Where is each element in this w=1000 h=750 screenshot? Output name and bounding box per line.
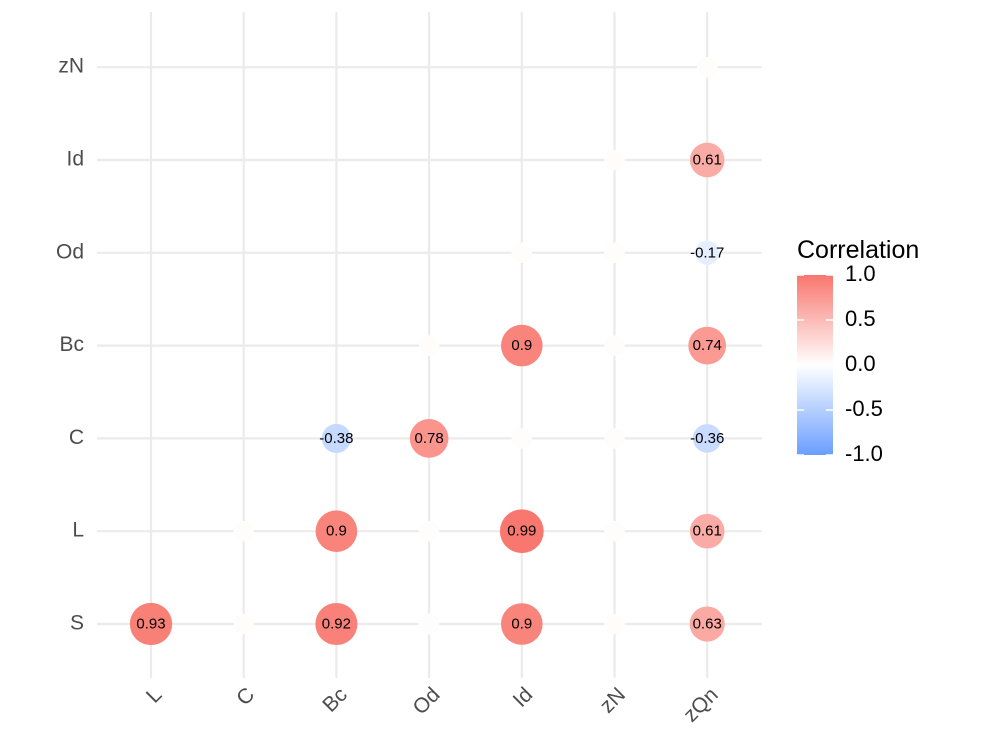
- x-tick-Od: Od: [408, 683, 444, 719]
- point-Bc-L: [315, 510, 358, 552]
- legend-ticks: 1.0 0.5 0.0 -0.5 -1.0: [797, 261, 883, 466]
- x-tick-zQn: zQn: [679, 683, 722, 726]
- color-legend: Correlation 1.0 0.5 0.0 -0.5 -1.0: [797, 236, 919, 466]
- point-zQn-zN: [696, 56, 718, 78]
- y-tick-L: L: [72, 519, 84, 542]
- value-label-Id-L: 0.99: [507, 523, 536, 540]
- y-tick-zN: zN: [58, 55, 84, 78]
- value-label-zQn-Bc: 0.74: [693, 337, 722, 354]
- point-zQn-C: [692, 424, 722, 453]
- point-Od-C: [409, 419, 449, 458]
- y-tick-C: C: [69, 426, 84, 449]
- x-axis-ticks: L C Bc Od Id zN zQn: [142, 683, 723, 726]
- correlation-points: 0.93 0.92 0.9 0.63 0.9 0.99 0.61 -0.38 0.78 -0.36…: [129, 56, 727, 646]
- y-tick-S: S: [70, 612, 84, 635]
- x-tick-L: L: [142, 683, 167, 708]
- x-tick-Id: Id: [509, 683, 538, 712]
- point-Id-Od: [511, 242, 533, 264]
- legend-tick-label: -0.5: [845, 396, 883, 421]
- value-label-L-S: 0.93: [136, 616, 165, 633]
- point-Od-L: [418, 520, 440, 542]
- point-zQn-S: [689, 606, 725, 642]
- point-zN-L: [604, 520, 625, 542]
- legend-tick-label: 0.0: [845, 351, 876, 376]
- y-tick-Id: Id: [66, 148, 84, 171]
- legend-title: Correlation: [797, 236, 919, 264]
- point-Bc-C: [321, 423, 351, 453]
- point-zQn-Bc: [688, 326, 727, 365]
- y-tick-Od: Od: [56, 240, 84, 263]
- value-label-zQn-C: -0.36: [690, 430, 724, 447]
- value-label-Bc-C: -0.38: [319, 430, 353, 447]
- point-Id-C: [511, 428, 533, 449]
- x-tick-C: C: [232, 683, 259, 710]
- x-tick-Bc: Bc: [318, 683, 352, 717]
- point-C-S: [233, 613, 254, 635]
- point-zN-C: [604, 428, 625, 449]
- value-label-Id-S: 0.9: [511, 616, 532, 633]
- point-Id-S: [501, 603, 543, 645]
- point-zN-Id: [604, 149, 625, 171]
- value-label-Od-C: 0.78: [414, 430, 443, 447]
- point-zQn-L: [689, 513, 725, 549]
- point-Bc-S: [315, 602, 358, 646]
- value-label-zQn-S: 0.63: [693, 616, 722, 633]
- point-zN-Bc: [604, 335, 625, 356]
- value-label-Bc-S: 0.92: [322, 616, 351, 633]
- value-label-Bc-L: 0.9: [326, 523, 347, 540]
- point-zN-S: [604, 613, 625, 635]
- value-label-zQn-Id: 0.61: [693, 152, 722, 169]
- legend-tick-label: 0.5: [845, 306, 876, 331]
- legend-tick-label: 1.0: [845, 261, 876, 286]
- y-tick-Bc: Bc: [59, 333, 84, 356]
- value-label-Id-Bc: 0.9: [511, 337, 532, 354]
- value-label-zQn-L: 0.61: [693, 523, 722, 540]
- y-axis-ticks: S L C Bc Od Id zN: [56, 55, 84, 635]
- point-zQn-Id: [689, 142, 725, 178]
- point-zN-Od: [604, 242, 625, 264]
- value-label-zQn-Od: -0.17: [690, 244, 724, 261]
- point-Id-Bc: [501, 324, 543, 367]
- legend-tick-label: -1.0: [845, 441, 883, 466]
- x-tick-zN: zN: [596, 683, 630, 717]
- point-L-S: [129, 602, 173, 646]
- point-C-L: [233, 520, 254, 542]
- point-Od-Bc: [418, 335, 440, 356]
- point-zQn-Od: [695, 240, 720, 265]
- point-Id-L: [499, 509, 544, 554]
- point-Od-S: [418, 613, 440, 635]
